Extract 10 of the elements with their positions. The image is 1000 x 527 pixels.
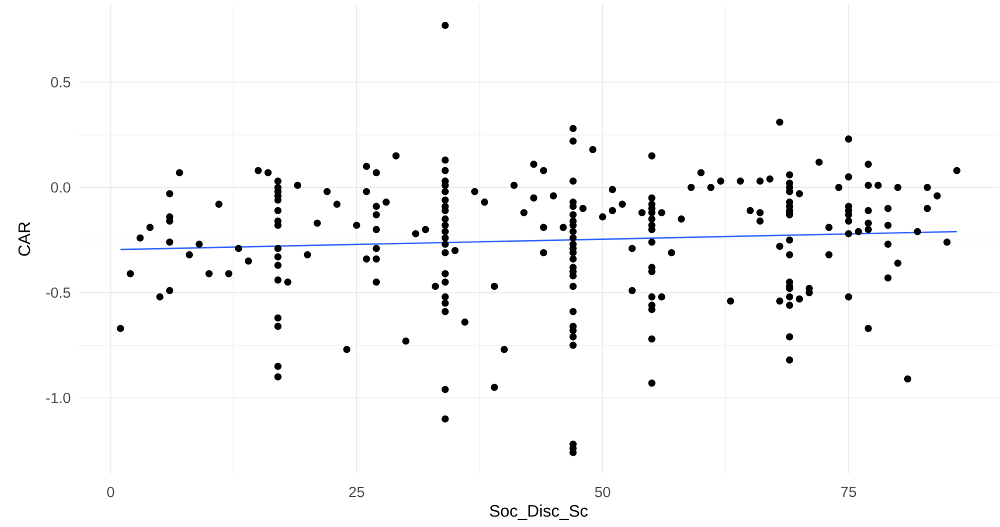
y-tick-label: 0.5 xyxy=(51,77,70,88)
y-axis-title: CAR xyxy=(18,222,30,256)
x-tick-label: 75 xyxy=(841,486,856,498)
y-tick-label: -1.0 xyxy=(46,392,70,404)
x-tick-label: 50 xyxy=(595,486,610,498)
x-tick-label: 0 xyxy=(107,486,114,498)
x-axis-title: Soc_Disc_Sc xyxy=(490,504,588,520)
x-tick-label: 25 xyxy=(349,486,364,498)
y-tick-label: -0.5 xyxy=(46,287,70,298)
y-tick-label: 0.0 xyxy=(51,182,70,193)
